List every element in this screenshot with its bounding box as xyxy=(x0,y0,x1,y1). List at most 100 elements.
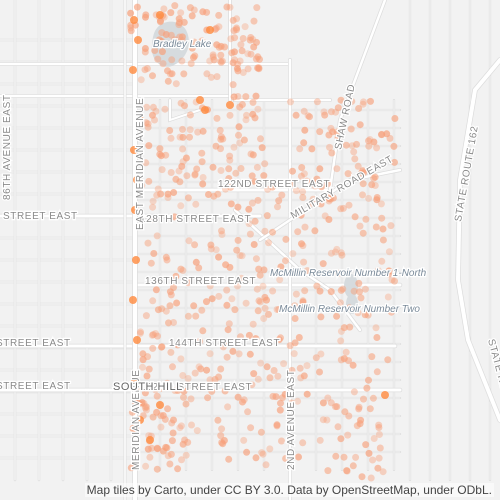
hotspot-dot xyxy=(381,391,389,399)
density-dot xyxy=(372,324,380,332)
density-dot xyxy=(246,230,254,238)
density-dot xyxy=(320,108,328,116)
density-dot xyxy=(291,315,299,322)
density-dot xyxy=(250,17,258,25)
density-dot xyxy=(199,174,207,181)
density-dot xyxy=(333,403,341,411)
density-dot xyxy=(311,227,319,235)
density-dot xyxy=(214,416,222,424)
density-dot xyxy=(334,423,342,431)
density-dot xyxy=(376,444,384,452)
density-dot xyxy=(351,155,359,163)
density-dot xyxy=(148,216,156,223)
density-dot xyxy=(192,258,200,266)
density-dot xyxy=(373,144,381,152)
density-dot xyxy=(239,69,247,76)
density-dot xyxy=(297,172,305,180)
density-dot xyxy=(195,264,203,272)
density-dot xyxy=(174,387,182,394)
meridian-label: EAST MERIDIAN AVENUE xyxy=(135,98,146,230)
avenue-2nd-label: 2ND AVENUE EAST xyxy=(286,369,297,470)
density-dot xyxy=(180,393,187,401)
density-dot xyxy=(184,438,192,446)
density-dot xyxy=(391,115,399,122)
density-dot xyxy=(153,232,161,240)
density-dot xyxy=(312,354,320,362)
density-dot xyxy=(163,444,171,452)
density-dot xyxy=(225,339,233,347)
density-dot xyxy=(385,248,393,256)
density-dot xyxy=(259,450,267,458)
density-dot xyxy=(324,467,332,475)
density-dot xyxy=(223,3,231,11)
density-dot xyxy=(366,405,374,413)
density-dot xyxy=(141,404,149,412)
density-dot xyxy=(384,293,392,301)
density-dot xyxy=(258,144,266,152)
density-dot xyxy=(249,98,257,106)
density-dot xyxy=(342,348,350,356)
density-dot xyxy=(213,114,221,122)
density-dot xyxy=(359,191,366,199)
density-dot xyxy=(326,143,333,151)
density-dot xyxy=(208,387,216,395)
density-dot xyxy=(261,227,269,235)
density-dot xyxy=(286,342,294,350)
density-dot xyxy=(168,437,176,445)
density-dot xyxy=(184,375,192,382)
density-dot xyxy=(260,172,268,180)
density-dot xyxy=(313,175,321,183)
density-dot xyxy=(327,195,335,203)
density-dot xyxy=(175,19,183,27)
shaw-road xyxy=(328,0,387,192)
density-dot xyxy=(199,8,207,16)
density-dot xyxy=(337,286,345,294)
density-dot xyxy=(332,108,340,116)
density-dot xyxy=(355,279,363,287)
density-dot xyxy=(146,453,154,461)
density-dot xyxy=(142,159,150,167)
density-dot xyxy=(369,394,377,402)
density-dot xyxy=(149,111,156,119)
density-dot xyxy=(323,416,331,424)
density-dot xyxy=(242,116,250,124)
reservoir-two-label: McMillin Reservoir Number Two xyxy=(279,304,420,315)
density-dot xyxy=(306,200,314,208)
density-dot xyxy=(318,183,325,191)
density-dot xyxy=(373,334,381,341)
density-dot xyxy=(183,172,191,180)
density-dot xyxy=(317,200,325,208)
density-dot xyxy=(377,200,385,208)
density-dot xyxy=(221,43,229,51)
density-dot xyxy=(131,453,139,461)
density-dot xyxy=(390,142,398,150)
density-dot xyxy=(171,36,179,44)
density-dot xyxy=(233,24,240,32)
density-dot xyxy=(356,288,363,296)
density-dot xyxy=(226,156,234,164)
density-dot xyxy=(297,374,305,382)
density-dot xyxy=(361,311,369,319)
density-dot xyxy=(171,387,179,395)
density-dot xyxy=(180,18,188,26)
density-dot xyxy=(249,320,257,328)
density-dot xyxy=(367,474,375,482)
density-dot xyxy=(139,356,147,364)
density-dot xyxy=(290,350,298,358)
density-dot xyxy=(157,423,165,431)
density-dot xyxy=(324,180,332,188)
density-dot xyxy=(164,190,172,198)
density-dot xyxy=(204,394,212,402)
density-dot xyxy=(165,319,172,327)
street-west-d-label: STREET EAST xyxy=(0,381,71,392)
density-dot xyxy=(365,376,372,384)
density-dot xyxy=(127,9,135,17)
density-dot xyxy=(215,373,223,381)
density-dot xyxy=(340,453,348,461)
density-dot xyxy=(308,145,316,153)
street-144-label: 144TH STREET EAST xyxy=(169,338,280,349)
density-dot xyxy=(219,343,227,351)
density-dot xyxy=(234,67,242,75)
